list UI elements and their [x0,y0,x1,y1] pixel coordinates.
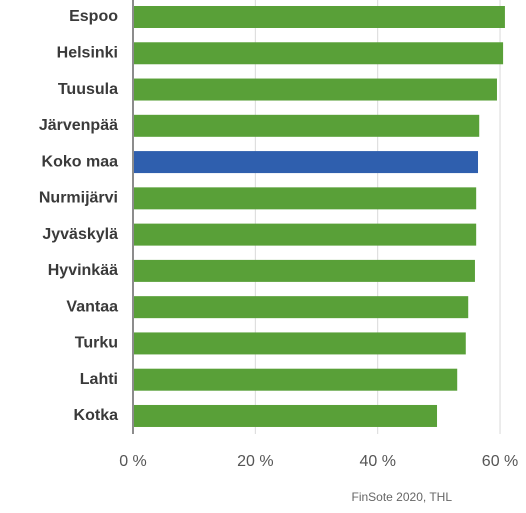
bar [133,151,479,174]
y-tick-label: Helsinki [57,44,118,61]
bar [133,78,497,101]
y-tick-label: Järvenpää [39,117,118,134]
y-tick-label: Jyväskylä [42,226,118,243]
bar [133,223,477,246]
bar [133,368,458,391]
bar [133,6,505,28]
bar [133,187,477,210]
bar [133,259,475,282]
bar [133,42,504,65]
y-tick-label: Tuusula [58,81,118,98]
y-tick-label: Kotka [74,407,119,424]
y-tick-label: Hyvinkää [48,262,118,279]
x-tick-label: 40 % [359,453,395,470]
y-tick-label: Turku [75,335,118,352]
y-tick-label: Nurmijärvi [39,190,118,207]
y-tick-label: Vantaa [66,298,118,315]
x-tick-label: 20 % [237,453,273,470]
y-tick-label: Koko maa [42,153,119,170]
bar [133,404,438,427]
x-tick-label: 60 % [482,453,518,470]
source: FinSote 2020, THL [351,490,452,504]
y-tick-label: Lahti [80,371,118,388]
bar [133,296,469,319]
x-tick-label: 0 % [119,453,147,470]
y-tick-label: Espoo [69,8,118,25]
bar [133,114,480,137]
bar [133,332,466,355]
